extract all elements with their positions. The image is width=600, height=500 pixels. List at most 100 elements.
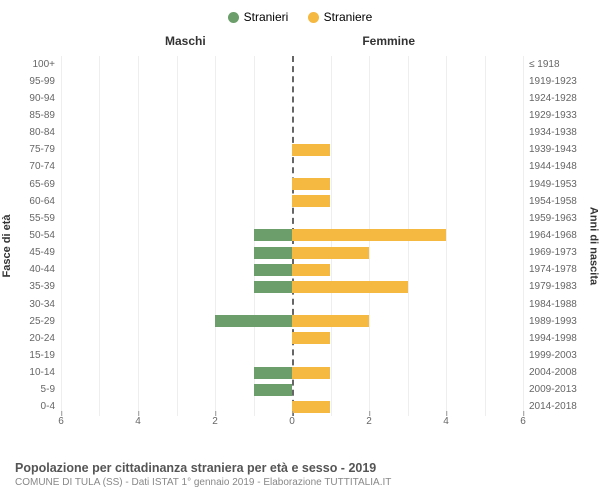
plot-area: Fasce di età Anni di nascita 100+≤ 19189… (15, 56, 585, 436)
y-right-axis-title: Anni di nascita (587, 206, 599, 284)
age-label: 0-4 (41, 401, 61, 412)
bar-male (215, 315, 292, 327)
birth-year-label: 2004-2008 (523, 367, 577, 378)
age-label: 40-44 (29, 264, 61, 275)
age-row: 60-641954-1958 (61, 193, 523, 210)
x-tick-label: 0 (289, 416, 295, 427)
birth-year-label: 1924-1928 (523, 93, 577, 104)
birth-year-label: 1934-1938 (523, 127, 577, 138)
age-row: 5-92009-2013 (61, 381, 523, 398)
bar-female (292, 247, 369, 259)
age-row: 35-391979-1983 (61, 278, 523, 295)
birth-year-label: ≤ 1918 (523, 59, 560, 70)
age-label: 50-54 (29, 230, 61, 241)
age-label: 25-29 (29, 316, 61, 327)
y-left-axis-title: Fasce di età (1, 214, 13, 277)
age-row: 95-991919-1923 (61, 73, 523, 90)
header-male: Maschi (165, 34, 206, 48)
age-label: 65-69 (29, 179, 61, 190)
x-tick-label: 2 (366, 416, 372, 427)
birth-year-label: 1979-1983 (523, 281, 577, 292)
x-tick-label: 4 (443, 416, 449, 427)
tick-mark (369, 411, 370, 416)
age-row: 20-241994-1998 (61, 330, 523, 347)
tick-mark (523, 411, 524, 416)
birth-year-label: 1944-1948 (523, 161, 577, 172)
age-row: 65-691949-1953 (61, 176, 523, 193)
bar-male (254, 384, 292, 396)
x-tick: 2 (366, 416, 372, 427)
age-row: 15-191999-2003 (61, 347, 523, 364)
age-label: 85-89 (29, 110, 61, 121)
birth-year-label: 2014-2018 (523, 401, 577, 412)
x-tick: 4 (443, 416, 449, 427)
bar-male (254, 367, 292, 379)
legend-label-male: Stranieri (244, 10, 289, 24)
age-label: 15-19 (29, 350, 61, 361)
x-tick-label: 6 (58, 416, 64, 427)
age-row: 90-941924-1928 (61, 90, 523, 107)
birth-year-label: 1964-1968 (523, 230, 577, 241)
birth-year-label: 1974-1978 (523, 264, 577, 275)
header-female: Femmine (362, 34, 415, 48)
bar-female (292, 315, 369, 327)
bar-female (292, 401, 330, 413)
age-label: 55-59 (29, 213, 61, 224)
birth-year-label: 1919-1923 (523, 76, 577, 87)
legend-item-male: Stranieri (228, 10, 289, 24)
x-tick-label: 2 (212, 416, 218, 427)
birth-year-label: 1929-1933 (523, 110, 577, 121)
x-tick-label: 4 (135, 416, 141, 427)
age-row: 80-841934-1938 (61, 124, 523, 141)
bar-female (292, 229, 446, 241)
x-axis: 6 4 2 0 2 4 6 (61, 416, 523, 436)
birth-year-label: 1969-1973 (523, 247, 577, 258)
bar-female (292, 264, 330, 276)
birth-year-label: 1994-1998 (523, 333, 577, 344)
legend-swatch-female (308, 12, 319, 23)
tick-mark (292, 411, 293, 416)
tick-mark (61, 411, 62, 416)
x-tick: 0 (289, 416, 295, 427)
birth-year-label: 1939-1943 (523, 144, 577, 155)
bar-male (254, 264, 292, 276)
age-row: 85-891929-1933 (61, 107, 523, 124)
age-label: 100+ (32, 59, 61, 70)
age-row: 30-341984-1988 (61, 296, 523, 313)
age-label: 10-14 (29, 367, 61, 378)
bar-male (254, 281, 292, 293)
chart-title: Popolazione per cittadinanza straniera p… (15, 461, 585, 475)
age-label: 30-34 (29, 299, 61, 310)
chart-subtitle: COMUNE DI TULA (SS) - Dati ISTAT 1° genn… (15, 477, 585, 488)
legend-label-female: Straniere (324, 10, 373, 24)
x-tick: 4 (135, 416, 141, 427)
age-row: 55-591959-1963 (61, 210, 523, 227)
age-row: 100+≤ 1918 (61, 56, 523, 73)
age-row: 10-142004-2008 (61, 364, 523, 381)
age-row: 40-441974-1978 (61, 261, 523, 278)
legend-swatch-male (228, 12, 239, 23)
bar-male (254, 229, 292, 241)
bar-female (292, 332, 330, 344)
age-row: 75-791939-1943 (61, 141, 523, 158)
x-tick-label: 6 (520, 416, 526, 427)
column-headers: Maschi Femmine (15, 34, 585, 52)
age-label: 70-74 (29, 161, 61, 172)
age-label: 80-84 (29, 127, 61, 138)
age-label: 5-9 (41, 384, 61, 395)
bar-female (292, 281, 408, 293)
age-label: 95-99 (29, 76, 61, 87)
bar-female (292, 367, 330, 379)
x-tick: 6 (520, 416, 526, 427)
age-row: 45-491969-1973 (61, 244, 523, 261)
age-row: 70-741944-1948 (61, 158, 523, 175)
birth-year-label: 1999-2003 (523, 350, 577, 361)
age-label: 90-94 (29, 93, 61, 104)
bar-female (292, 178, 330, 190)
legend: Stranieri Straniere (15, 10, 585, 26)
age-row: 50-541964-1968 (61, 227, 523, 244)
age-label: 20-24 (29, 333, 61, 344)
age-row: 25-291989-1993 (61, 313, 523, 330)
birth-year-label: 1989-1993 (523, 316, 577, 327)
tick-mark (138, 411, 139, 416)
